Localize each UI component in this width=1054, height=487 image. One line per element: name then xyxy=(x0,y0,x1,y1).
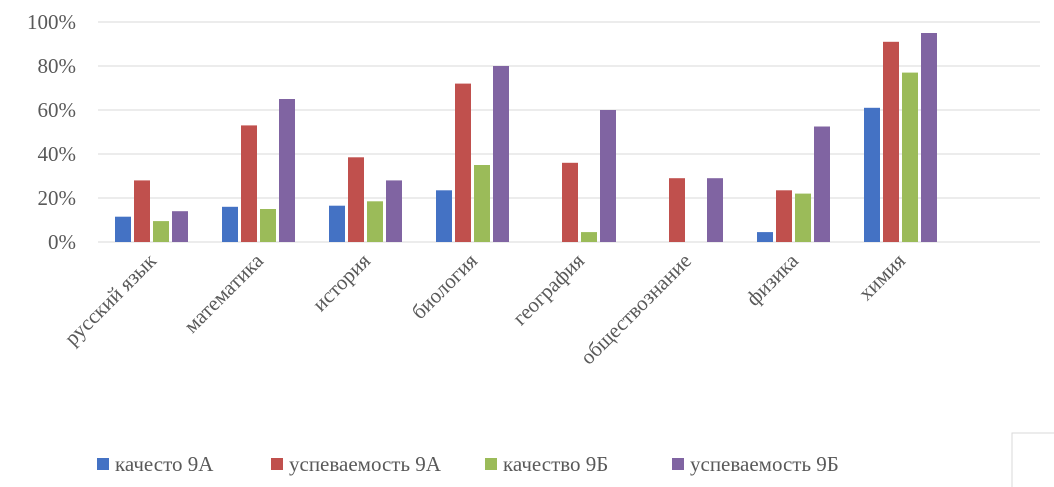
category-label: биология xyxy=(407,248,483,324)
y-tick-label: 60% xyxy=(38,98,77,122)
bar xyxy=(115,216,131,242)
category-label: обществознание xyxy=(575,249,696,370)
bar xyxy=(348,157,364,242)
bar xyxy=(260,209,276,242)
bar xyxy=(795,193,811,242)
bar xyxy=(386,180,402,242)
bar xyxy=(902,72,918,242)
bar xyxy=(864,107,880,242)
bar xyxy=(600,110,616,242)
legend-frame-corner xyxy=(1011,432,1054,487)
category-label: история xyxy=(308,248,376,316)
y-axis-tick-labels: 0% 20% 40% 60% 80% 100% xyxy=(27,10,76,254)
category-label: русский язык xyxy=(60,248,162,350)
bar xyxy=(436,190,452,242)
y-tick-label: 20% xyxy=(38,186,77,210)
bar xyxy=(581,232,597,242)
bar xyxy=(776,190,792,242)
legend-swatch xyxy=(485,458,497,470)
category-label: химия xyxy=(854,248,911,305)
bar xyxy=(883,41,899,242)
bar xyxy=(222,206,238,242)
bar xyxy=(493,66,509,242)
y-tick-label: 80% xyxy=(38,54,77,78)
bar xyxy=(757,232,773,242)
bar xyxy=(367,201,383,242)
bar xyxy=(707,178,723,242)
y-tick-label: 100% xyxy=(27,10,76,34)
bar xyxy=(172,211,188,242)
bar xyxy=(134,180,150,242)
bar xyxy=(279,99,295,242)
y-tick-label: 0% xyxy=(48,230,76,254)
bar xyxy=(455,83,471,242)
legend-swatch xyxy=(97,458,109,470)
bar xyxy=(241,125,257,242)
legend-label: успеваемость 9А xyxy=(289,452,442,476)
legend-label: успеваемость 9Б xyxy=(690,452,839,476)
bar xyxy=(329,205,345,242)
bar xyxy=(921,33,937,242)
legend-label: качество 9Б xyxy=(503,452,608,476)
bars xyxy=(115,33,937,242)
category-labels: русский язык математика история биология гео… xyxy=(60,248,911,369)
bar xyxy=(814,126,830,242)
bar xyxy=(669,178,685,242)
category-label: математика xyxy=(179,248,269,338)
bar xyxy=(153,221,169,242)
category-label: география xyxy=(508,248,590,330)
category-label: физика xyxy=(741,248,803,310)
legend-swatch xyxy=(271,458,283,470)
legend-swatch xyxy=(672,458,684,470)
legend: качесто 9А успеваемость 9А качество 9Б успе… xyxy=(97,452,839,476)
bar xyxy=(562,162,578,242)
legend-label: качесто 9А xyxy=(115,452,214,476)
bar xyxy=(474,165,490,242)
y-tick-label: 40% xyxy=(38,142,77,166)
